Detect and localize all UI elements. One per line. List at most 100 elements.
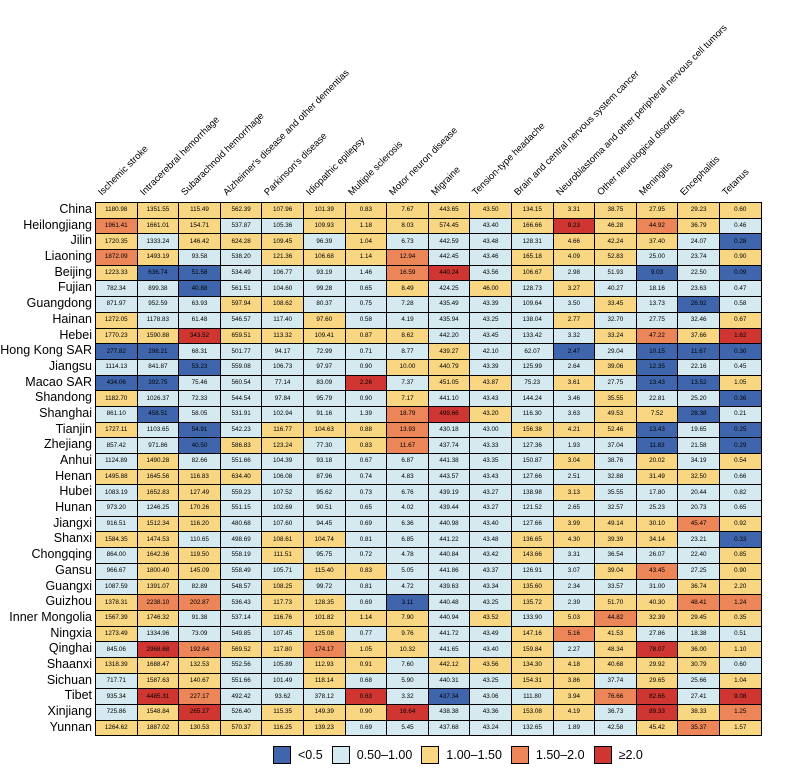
heatmap-cell: 95.75	[302, 547, 346, 564]
heatmap-cell: 971.86	[136, 437, 180, 454]
heatmap-cell: 574.45	[427, 217, 471, 235]
heatmap-cell: 43.27	[469, 484, 512, 502]
heatmap-cell: 8.49	[386, 280, 429, 298]
heatmap-cell: 127.66	[510, 515, 554, 533]
heatmap-cell: 6.85	[386, 531, 429, 549]
heatmap-row: 861.10 458.51 58.05 531.91 102.94 91.16 1.39 18…	[95, 405, 762, 423]
heatmap-cell: 3.99	[552, 515, 596, 533]
row-label: Tibet	[64, 688, 92, 703]
heatmap-cell: 441.72	[427, 625, 471, 643]
heatmap-cell: 0.72	[344, 547, 388, 564]
heatmap-cell: 43.46	[469, 249, 512, 266]
heatmap-cell: 18.79	[386, 405, 429, 423]
heatmap-cell: 1746.32	[136, 609, 180, 627]
heatmap-cell: 4.83	[386, 468, 429, 486]
heatmap-cell: 43.37	[469, 562, 512, 580]
heatmap-cell: 93.58	[178, 249, 221, 266]
heatmap-cell: 3.07	[552, 562, 596, 580]
heatmap-cell: 43.35	[469, 453, 512, 470]
heatmap-cell: 440.24	[427, 264, 471, 282]
heatmap-cell: 3.46	[552, 390, 596, 407]
heatmap-cell: 1652.83	[136, 484, 180, 502]
heatmap-cell: 105.89	[261, 656, 304, 674]
heatmap-cell: 33.24	[594, 327, 637, 345]
heatmap-cell: 75.23	[510, 374, 554, 392]
heatmap-cell: 10.00	[386, 358, 429, 376]
heatmap-cell: 4.18	[552, 656, 596, 674]
heatmap-cell: 22.81	[635, 390, 679, 407]
heatmap-cell: 75.46	[178, 374, 221, 392]
heatmap-cell: 437.68	[427, 719, 471, 737]
heatmap-cell: 3.04	[552, 453, 596, 470]
heatmap-cell: 51.70	[594, 594, 637, 611]
heatmap-cell: 111.80	[510, 688, 554, 705]
heatmap-cell: 139.23	[302, 719, 346, 737]
heatmap-cell: 31.00	[635, 578, 679, 596]
heatmap-cell: 4.21	[552, 421, 596, 439]
heatmap-cell: 147.16	[510, 625, 554, 643]
heatmap-cell: 636.74	[136, 264, 180, 282]
heatmap-cell: 26.92	[677, 296, 720, 313]
heatmap-cell: 0.90	[344, 390, 388, 407]
heatmap-cell: 551.15	[219, 500, 263, 517]
heatmap-cell: 132.65	[510, 719, 554, 737]
heatmap-grid: 1180.98 1351.55 115.49 562.39 107.96 101.39 0.…	[95, 202, 762, 737]
heatmap-cell: 156.38	[510, 421, 554, 439]
heatmap-cell: 121.52	[510, 500, 554, 517]
heatmap-cell: 37.04	[594, 437, 637, 454]
heatmap-cell: 117.40	[261, 311, 304, 329]
heatmap-cell: 40.68	[594, 656, 637, 674]
heatmap-cell: 1087.59	[95, 578, 138, 596]
heatmap-cell: 154.71	[178, 217, 221, 235]
heatmap-cell: 861.10	[95, 405, 138, 423]
heatmap-cell: 43.39	[469, 296, 512, 313]
heatmap-cell: 1333.24	[136, 233, 180, 251]
heatmap-cell: 1083.19	[95, 484, 138, 502]
heatmap-cell: 104.60	[261, 280, 304, 298]
heatmap-cell: 32.70	[594, 311, 637, 329]
heatmap-cell: 128.73	[510, 280, 554, 298]
heatmap-cell: 7.17	[386, 390, 429, 407]
heatmap-cell: 424.25	[427, 280, 471, 298]
heatmap-cell: 0.25	[718, 421, 762, 439]
heatmap-cell: 107.60	[261, 515, 304, 533]
heatmap-cell: 38.75	[594, 202, 637, 219]
heatmap-cell: 105.71	[261, 562, 304, 580]
heatmap-cell: 108.62	[261, 296, 304, 313]
heatmap-cell: 18.16	[635, 280, 679, 298]
heatmap-cell: 202.87	[178, 594, 221, 611]
heatmap-cell: 128.35	[302, 594, 346, 611]
heatmap-cell: 0.67	[344, 453, 388, 470]
heatmap-cell: 1493.19	[136, 249, 180, 266]
heatmap-cell: 440.84	[427, 547, 471, 564]
heatmap-cell: 43.40	[469, 217, 512, 235]
heatmap-row: 277.82 298.21 68.31 501.77 94.17 72.99 0.71 8.7…	[95, 343, 762, 360]
heatmap-cell: 4.02	[386, 500, 429, 517]
heatmap-cell: 0.54	[718, 453, 762, 470]
heatmap-cell: 5.90	[386, 672, 429, 690]
heatmap-cell: 440.31	[427, 672, 471, 690]
heatmap-cell: 3.50	[552, 296, 596, 313]
row-label: Jiangxi	[53, 515, 92, 530]
row-label: Fujian	[57, 280, 92, 295]
heatmap-cell: 0.82	[718, 484, 762, 502]
heatmap-cell: 443.65	[427, 202, 471, 219]
heatmap-cell: 438.38	[427, 704, 471, 721]
heatmap-cell: 3.32	[386, 688, 429, 705]
heatmap-cell: 1.04	[344, 233, 388, 251]
row-label: Gansu	[55, 562, 92, 577]
heatmap-cell: 112.93	[302, 656, 346, 674]
heatmap-cell: 6.73	[386, 233, 429, 251]
heatmap-cell: 492.42	[219, 688, 263, 705]
heatmap-cell: 0.66	[718, 468, 762, 486]
heatmap-cell: 526.40	[219, 704, 263, 721]
heatmap-cell: 559.08	[219, 358, 263, 376]
heatmap-cell: 101.49	[261, 672, 304, 690]
heatmap-row: 725.86 1548.84 265.27 526.40 115.35 149.39 0.9…	[95, 704, 762, 721]
heatmap-cell: 0.91	[344, 656, 388, 674]
heatmap-cell: 2.65	[552, 500, 596, 517]
heatmap-cell: 0.75	[344, 296, 388, 313]
heatmap-cell: 22.50	[677, 264, 720, 282]
heatmap-cell: 1.05	[718, 374, 762, 392]
heatmap-cell: 43.00	[469, 421, 512, 439]
